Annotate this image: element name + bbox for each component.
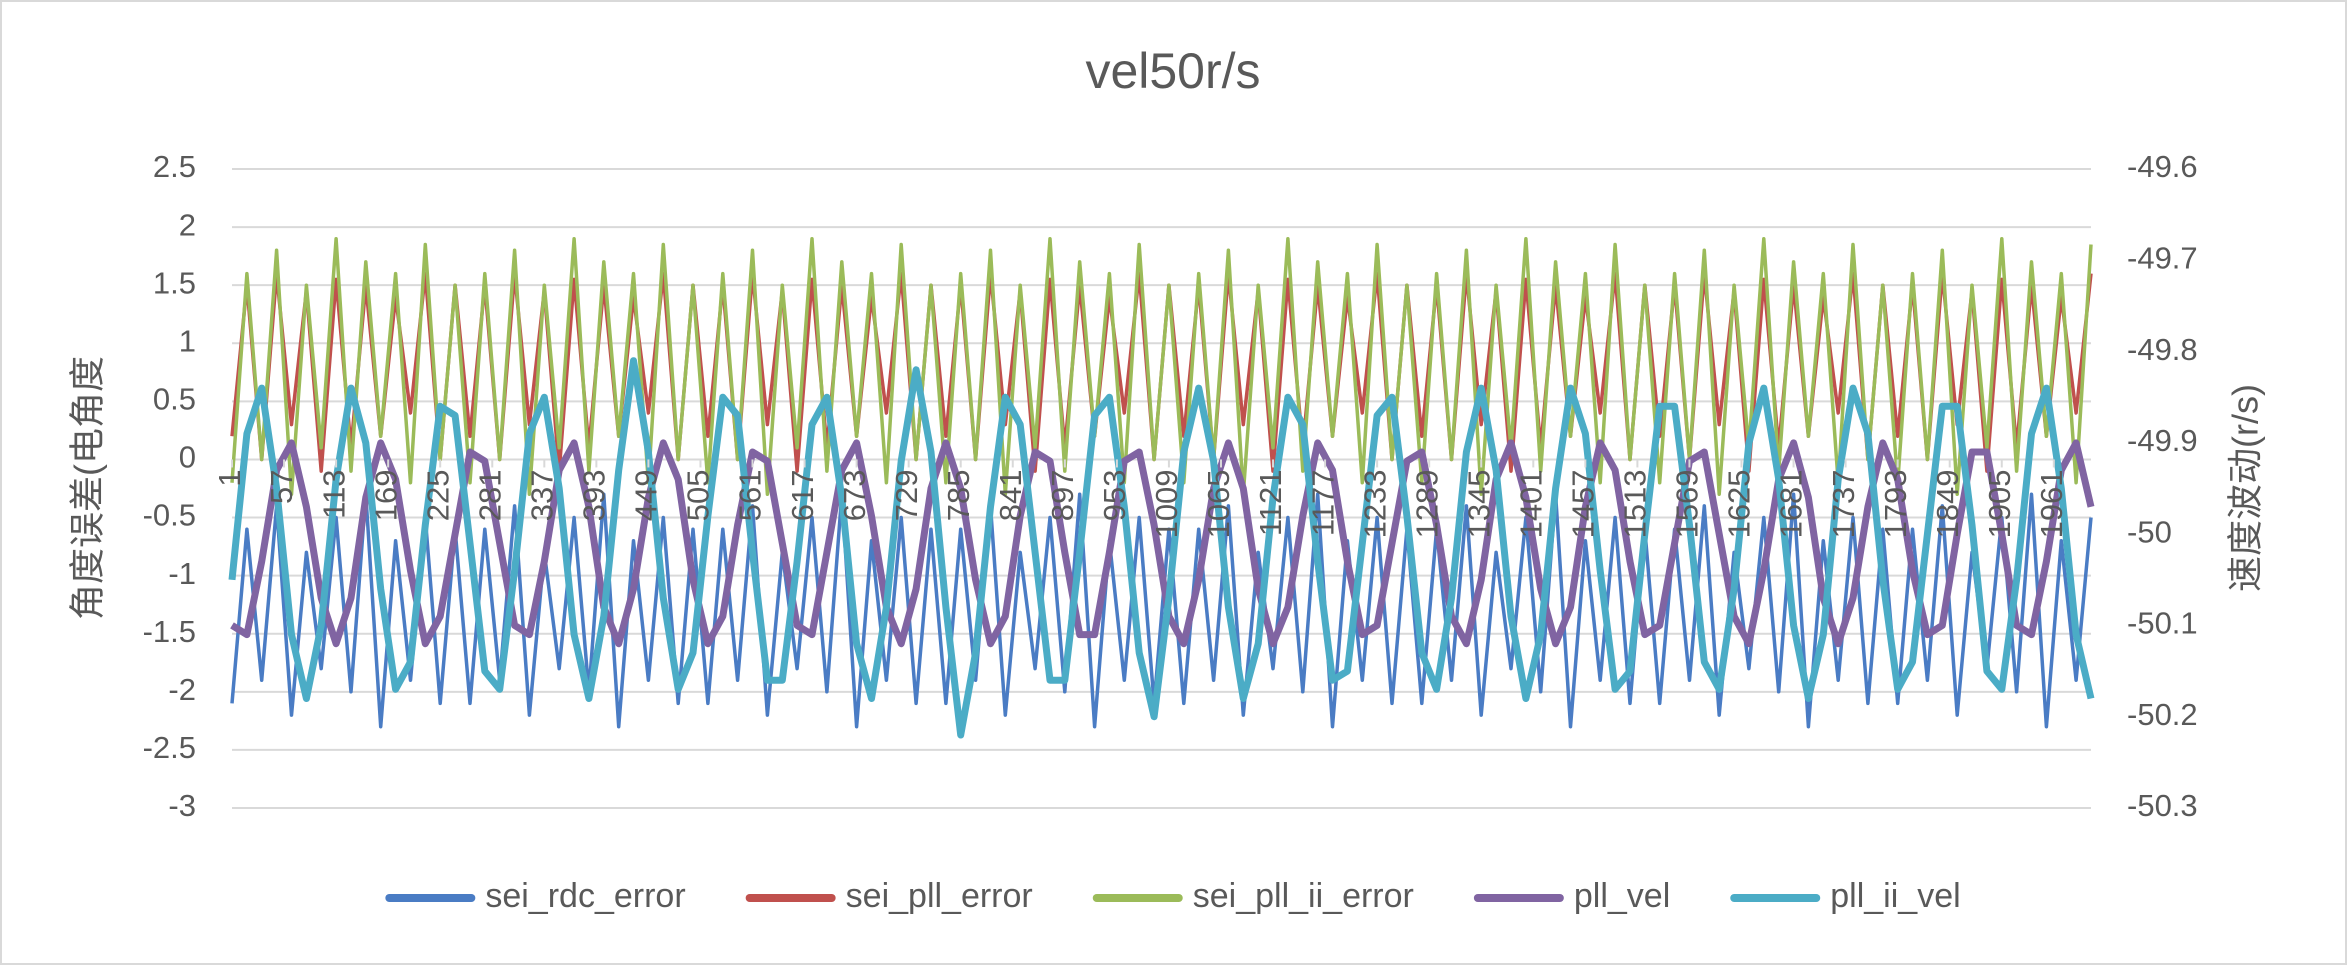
x-tick-label: 729 — [889, 469, 924, 521]
x-tick-label: 617 — [785, 469, 820, 521]
x-tick-label: 1513 — [1618, 469, 1653, 538]
x-tick-label: 281 — [472, 469, 507, 521]
x-tick-label: 1625 — [1722, 469, 1757, 538]
y-tick-label: -3 — [168, 788, 196, 823]
y2-tick-label: -50.3 — [2127, 788, 2198, 823]
x-tick-label: 897 — [1045, 469, 1080, 521]
y2-tick-label: -50 — [2127, 514, 2172, 549]
y-tick-label: -1.5 — [143, 614, 196, 649]
legend-label: pll_vel — [1574, 877, 1670, 915]
x-tick-label: 1849 — [1930, 469, 1965, 538]
x-tick-label: 1737 — [1826, 469, 1861, 538]
y2-tick-label: -50.1 — [2127, 606, 2198, 641]
x-tick-label: 1009 — [1149, 469, 1184, 538]
y2-tick-label: -50.2 — [2127, 697, 2198, 732]
x-tick-label: 1681 — [1774, 469, 1809, 538]
y-tick-label: 1 — [179, 323, 196, 358]
legend-label: sei_rdc_error — [485, 877, 685, 915]
x-tick-label: 1401 — [1513, 469, 1548, 538]
x-tick-label: 1289 — [1409, 469, 1444, 538]
x-tick-label: 449 — [629, 469, 664, 521]
y2-tick-label: -49.8 — [2127, 332, 2198, 367]
x-tick-label: 1065 — [1201, 469, 1236, 538]
y-tick-label: 0 — [179, 440, 196, 475]
chart-title: vel50r/s — [1085, 43, 1260, 99]
x-tick-label: 673 — [837, 469, 872, 521]
y-tick-label: -2.5 — [143, 730, 196, 765]
x-tick-label: 953 — [1097, 469, 1132, 521]
x-tick-label: 1121 — [1253, 469, 1288, 536]
x-tick-label: 393 — [577, 469, 612, 521]
series-line — [230, 236, 2093, 497]
x-tick-label: 1457 — [1566, 469, 1601, 538]
x-tick-label: 57 — [264, 469, 299, 503]
y2-tick-label: -49.9 — [2127, 423, 2198, 458]
y-axis-label: 角度误差(电角度 — [67, 356, 108, 620]
series-line — [228, 357, 2095, 739]
x-tick-label: 169 — [368, 469, 403, 521]
y-tick-label: 0.5 — [153, 382, 196, 417]
x-tick-label: 1569 — [1670, 469, 1705, 538]
x-tick-label: 1233 — [1357, 469, 1392, 538]
x-tick-label: 113 — [316, 469, 351, 518]
x-tick-label: 785 — [941, 469, 976, 521]
y2-tick-label: -49.6 — [2127, 149, 2198, 184]
x-tick-label: 841 — [993, 469, 1028, 521]
legend-label: sei_pll_ii_error — [1193, 877, 1414, 915]
x-tick-label: 1905 — [1982, 469, 2017, 538]
y-tick-label: 2.5 — [153, 149, 196, 184]
y-tick-label: -0.5 — [143, 498, 196, 533]
y-tick-label: -2 — [168, 672, 196, 707]
y2-tick-label: -49.7 — [2127, 240, 2198, 275]
x-tick-label: 1177 — [1305, 469, 1340, 536]
y-tick-label: 1.5 — [153, 265, 196, 300]
y2-axis-label: 速度波动(r/s) — [2225, 384, 2266, 592]
legend-label: pll_ii_vel — [1830, 877, 1960, 915]
y-tick-label: 2 — [179, 207, 196, 242]
legend-label: sei_pll_error — [846, 877, 1033, 915]
y-tick-label: -1 — [168, 556, 196, 591]
x-tick-label: 337 — [524, 469, 559, 521]
x-tick-label: 561 — [733, 469, 768, 521]
x-tick-label: 505 — [681, 469, 716, 521]
x-tick-label: 225 — [420, 469, 455, 521]
x-tick-label: 1793 — [1878, 469, 1913, 538]
x-tick-label: 1345 — [1461, 469, 1496, 538]
x-tick-label: 1 — [212, 469, 247, 486]
x-tick-label: 1961 — [2034, 469, 2069, 538]
